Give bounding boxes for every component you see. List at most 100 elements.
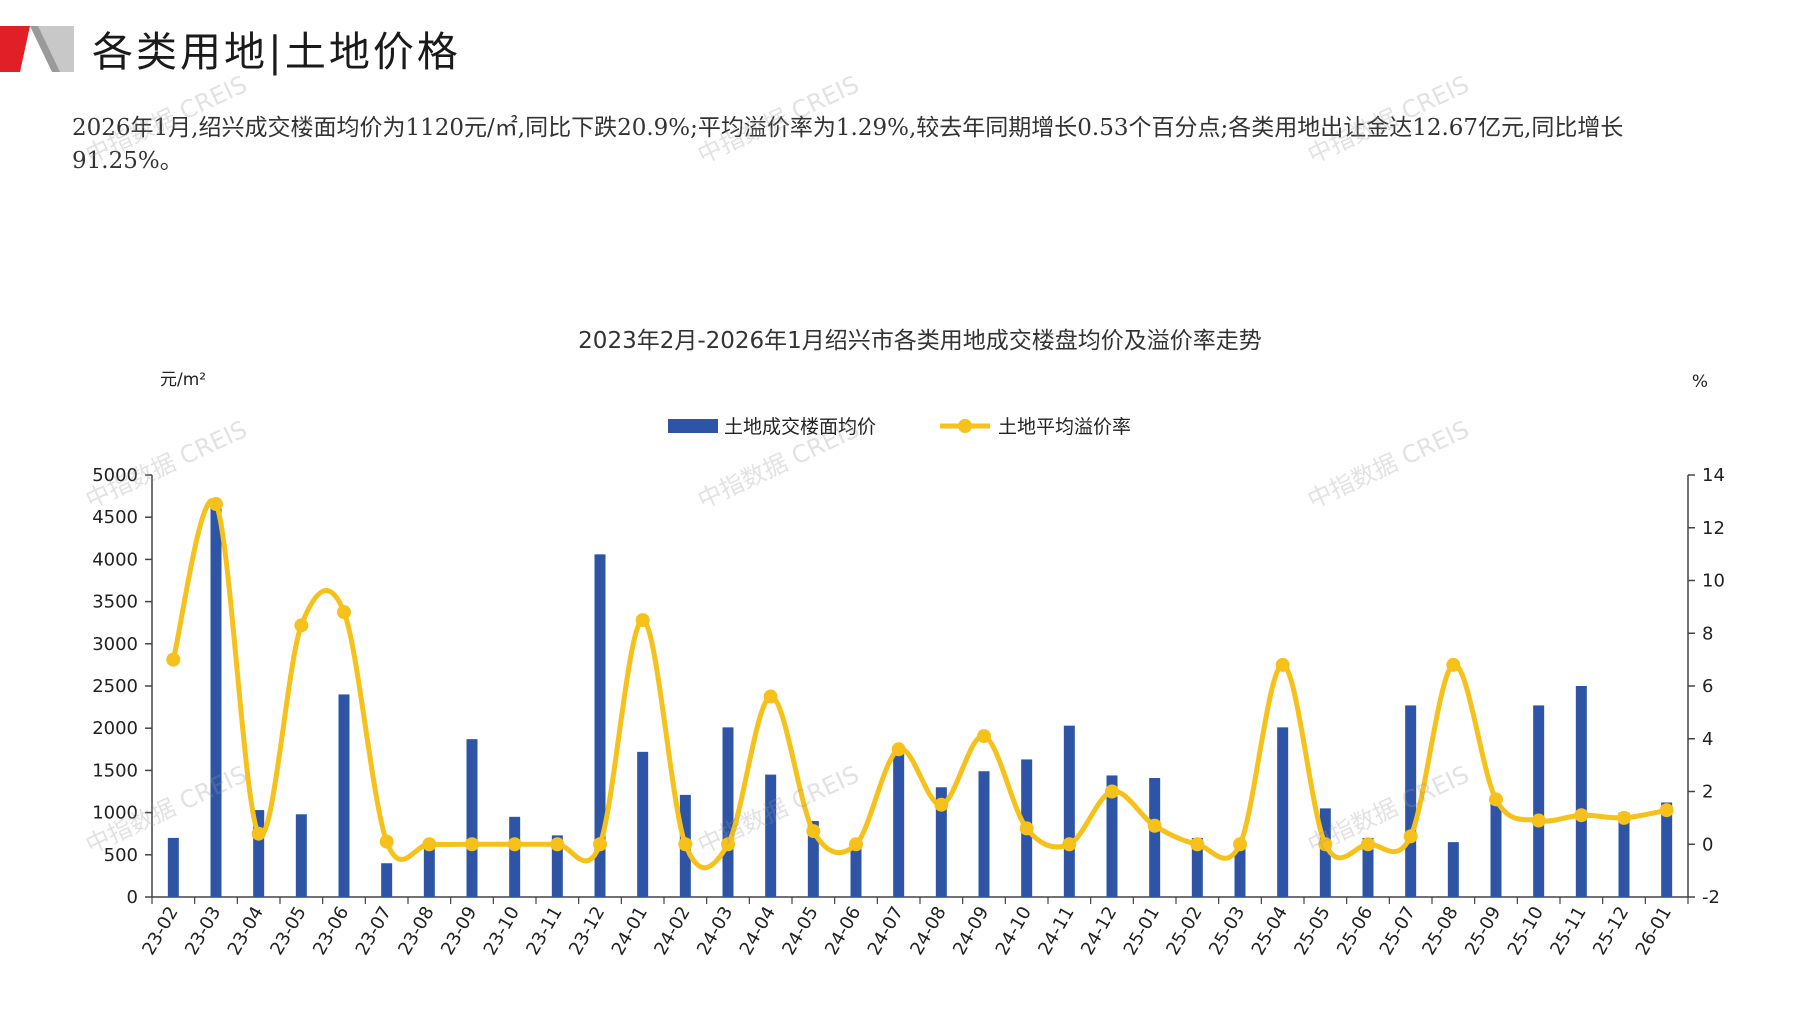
y-right-tick-label: 10: [1702, 571, 1725, 592]
y-right-unit-label: %: [1692, 372, 1708, 392]
premium-point-25-04: [1275, 657, 1290, 672]
bar-23-04: [253, 810, 265, 897]
line-series: [166, 497, 1674, 871]
bar-23-11: [551, 835, 563, 897]
y-right-tick-label: 12: [1702, 518, 1725, 539]
bar-24-06: [850, 842, 862, 897]
y-right-tick-label: 2: [1702, 782, 1713, 803]
y-left-tick-label: 5000: [92, 465, 138, 486]
premium-point-25-06: [1361, 837, 1375, 852]
chart-legend: 土地成交楼面均价 土地平均溢价率: [668, 416, 1131, 438]
bar-23-02: [167, 837, 179, 897]
x-tick-label: 23-12: [565, 903, 609, 959]
premium-point-25-02: [1190, 837, 1205, 852]
x-tick-label: 24-07: [864, 903, 908, 959]
x-tick-label: 23-09: [437, 903, 481, 959]
x-tick-label: 24-02: [650, 903, 694, 959]
premium-point-23-06: [337, 605, 351, 620]
x-tick-label: 23-07: [352, 903, 396, 959]
bar-24-04: [765, 774, 777, 897]
x-tick-label: 24-08: [906, 903, 950, 959]
x-tick-label: 25-06: [1333, 903, 1377, 959]
premium-point-23-11: [550, 837, 565, 852]
premium-point-25-03: [1233, 837, 1247, 852]
x-tick-label: 25-04: [1248, 903, 1292, 959]
x-tick-label: 24-10: [992, 903, 1036, 959]
x-tick-label: 23-06: [309, 903, 353, 959]
bar-25-08: [1447, 842, 1459, 897]
chart-title: 2023年2月-2026年1月绍兴市各类用地成交楼盘均价及溢价率走势: [578, 328, 1262, 354]
bar-24-11: [1063, 725, 1075, 897]
bar-23-12: [594, 554, 606, 897]
premium-point-24-03: [721, 837, 735, 852]
bar-24-12: [1106, 775, 1118, 897]
bar-23-07: [381, 863, 393, 897]
bar-series: [167, 500, 1673, 897]
x-tick-label: 25-05: [1290, 903, 1334, 959]
bar-24-01: [637, 751, 649, 897]
bar-23-06: [338, 694, 350, 897]
premium-point-23-09: [465, 837, 479, 852]
legend-swatch-dot: [958, 419, 972, 433]
premium-rate-line: [170, 498, 1668, 871]
y-left-tick-label: 2500: [92, 676, 138, 697]
x-tick-label: 24-11: [1034, 903, 1078, 959]
y-left-unit-label: 元/m²: [160, 370, 206, 390]
premium-point-25-11: [1574, 808, 1589, 823]
y-right-tick-label: 0: [1702, 834, 1713, 855]
chart-axes: 0 500 1000 1500 2000 2500 3000 3500 4000 4500 5000…: [92, 465, 1725, 908]
x-tick-label: 25-11: [1546, 903, 1590, 959]
bar-25-02: [1191, 837, 1203, 897]
bar-25-04: [1277, 727, 1289, 897]
x-tick-label: 23-08: [394, 903, 438, 959]
premium-point-25-05: [1318, 837, 1333, 852]
x-tick-label: 25-10: [1504, 903, 1548, 959]
x-tick-label: 24-04: [736, 903, 780, 959]
bar-23-10: [509, 816, 521, 897]
premium-point-24-04: [763, 689, 778, 704]
x-tick-label: 25-01: [1120, 903, 1164, 959]
bar-26-01: [1661, 802, 1673, 897]
bar-23-09: [466, 739, 478, 897]
bar-25-06: [1362, 837, 1374, 897]
y-left-tick-label: 500: [104, 845, 138, 866]
header-chevron-icon: [0, 26, 74, 72]
bar-24-07: [893, 752, 905, 897]
bar-24-03: [722, 727, 734, 897]
premium-point-24-11: [1062, 837, 1077, 852]
bar-25-10: [1533, 705, 1545, 897]
premium-point-23-02: [166, 652, 181, 667]
x-tick-label: 23-11: [522, 903, 566, 959]
page-title: 各类用地|土地价格: [92, 28, 461, 76]
y-right-tick-label: 6: [1702, 676, 1713, 697]
premium-point-25-09: [1489, 792, 1503, 807]
premium-point-25-10: [1531, 813, 1546, 828]
y-left-tick-label: 4000: [92, 549, 138, 570]
premium-point-24-02: [678, 837, 693, 852]
y-left-tick-label: 1500: [92, 760, 138, 781]
premium-point-23-07: [379, 834, 394, 849]
summary-text: 2026年1月,绍兴成交楼面均价为1120元/㎡,同比下跌20.9%;平均溢价率…: [72, 115, 1624, 174]
premium-point-24-08: [934, 797, 949, 812]
x-tick-label: 24-01: [608, 903, 652, 959]
premium-point-23-12: [593, 837, 607, 852]
x-tick-label: 25-07: [1376, 903, 1420, 959]
premium-point-23-10: [507, 837, 522, 852]
legend-label-line: 土地平均溢价率: [998, 416, 1131, 438]
premium-point-23-05: [294, 618, 309, 633]
x-tick-label: 23-10: [480, 903, 524, 959]
x-tick-label: 23-05: [266, 903, 310, 959]
bar-23-05: [295, 814, 307, 897]
bar-24-05: [807, 821, 819, 897]
y-left-tick-label: 4500: [92, 507, 138, 528]
y-right-tick-label: -2: [1702, 887, 1720, 908]
premium-point-23-08: [422, 837, 437, 852]
x-tick-label: 25-09: [1461, 903, 1505, 959]
bar-25-03: [1234, 846, 1246, 897]
y-left-tick-label: 2000: [92, 718, 138, 739]
bar-24-09: [978, 771, 990, 897]
premium-point-24-01: [635, 613, 650, 628]
x-tick-label: 23-03: [181, 903, 225, 959]
legend-label-bar: 土地成交楼面均价: [724, 416, 876, 438]
